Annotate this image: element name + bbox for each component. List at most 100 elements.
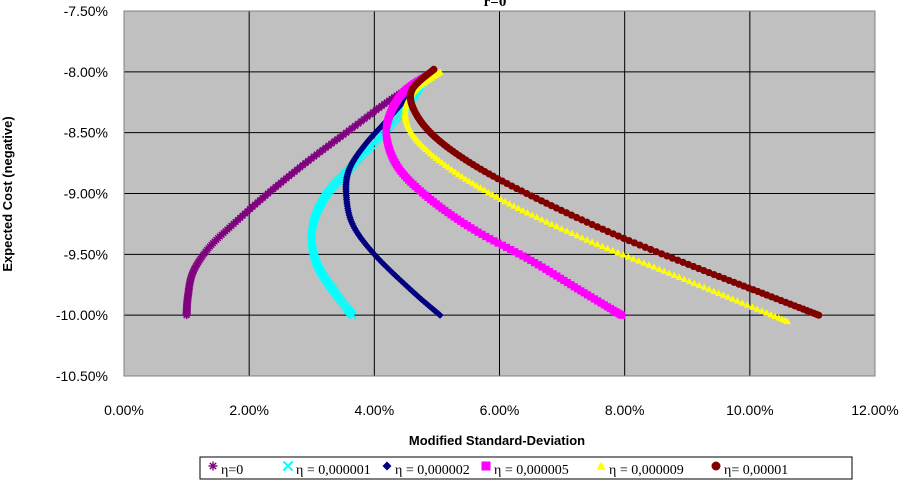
data-point: [680, 275, 688, 283]
data-point: [510, 202, 518, 209]
x-tick-label: 10.00%: [726, 402, 773, 418]
data-point: [538, 215, 546, 223]
series-layer: [182, 65, 823, 325]
legend-label: η = 0,000009: [609, 463, 684, 478]
data-point: [640, 259, 648, 266]
data-point: [762, 309, 771, 316]
data-point: [405, 284, 414, 293]
data-point: [389, 269, 397, 277]
data-point: [484, 188, 492, 196]
data-point: [448, 166, 456, 173]
data-point: [451, 168, 459, 175]
y-axis-ticks: -7.50% -8.00% -8.50% -9.00% -9.50% -10.00% -10…: [56, 3, 108, 384]
data-point: [635, 257, 643, 264]
legend-marker: [711, 461, 721, 471]
data-point: [598, 242, 606, 250]
data-point: [538, 263, 546, 271]
data-point: [641, 243, 649, 251]
data-point: [715, 289, 723, 297]
data-point: [478, 230, 486, 238]
data-point: [573, 231, 581, 239]
data-point: [690, 279, 698, 287]
data-point: [695, 281, 703, 289]
y-tick-label: -10.00%: [56, 307, 108, 323]
legend-marker: [596, 461, 606, 470]
y-tick-label: -9.00%: [64, 186, 108, 202]
data-point: [542, 265, 550, 273]
data-point: [505, 199, 514, 207]
x-tick-label: 2.00%: [229, 402, 269, 418]
y-tick-label: -8.00%: [64, 64, 108, 80]
legend-item: η = 0,000005: [481, 461, 569, 478]
data-point: [362, 241, 371, 249]
legend-item: η= 0,00001: [711, 461, 788, 478]
x-tick-label: 8.00%: [605, 402, 645, 418]
data-point: [593, 240, 601, 247]
data-point: [394, 274, 403, 283]
data-point: [724, 293, 732, 300]
data-point: [670, 271, 678, 278]
data-point: [534, 261, 542, 269]
data-point: [436, 68, 444, 75]
x-tick-label: 12.00%: [851, 402, 898, 418]
data-point: [705, 285, 713, 293]
data-point: [476, 184, 484, 191]
data-point: [583, 236, 591, 243]
data-point: [480, 186, 488, 193]
x-tick-label: 6.00%: [480, 402, 520, 418]
data-point: [609, 246, 617, 254]
data-point: [486, 235, 494, 243]
data-point: [515, 250, 523, 258]
legend-label: η=0: [221, 463, 243, 478]
series-4: [401, 68, 791, 325]
data-point: [624, 253, 632, 260]
data-point: [548, 220, 556, 227]
x-axis-ticks: 0.00% 2.00% 4.00% 6.00% 8.00% 10.00% 12.00%: [104, 402, 899, 418]
data-point: [660, 267, 668, 274]
data-point: [645, 261, 653, 268]
data-point: [422, 299, 430, 307]
data-point: [507, 245, 515, 254]
data-point: [519, 206, 527, 214]
data-point: [370, 250, 378, 258]
data-point: [527, 256, 535, 265]
data-point: [454, 170, 463, 178]
data-point: [729, 295, 737, 302]
legend-item: η=0: [208, 461, 243, 478]
y-tick-label: -10.50%: [56, 368, 108, 384]
legend-marker: [481, 461, 491, 471]
data-point: [502, 243, 511, 251]
data-point: [568, 229, 576, 236]
data-point: [710, 287, 718, 295]
y-axis-title: Expected Cost (negative): [0, 116, 15, 271]
data-point: [588, 238, 596, 245]
data-point: [408, 287, 416, 295]
data-point: [558, 225, 566, 232]
legend-marker: [208, 461, 218, 471]
data-point: [530, 259, 539, 267]
data-point: [514, 204, 522, 211]
data-point: [528, 211, 536, 218]
data-point: [668, 254, 677, 262]
data-point: [758, 307, 766, 314]
data-point: [549, 270, 557, 278]
data-point: [501, 197, 509, 205]
data-point: [458, 172, 466, 180]
y-tick-label: -7.50%: [64, 3, 108, 19]
data-point: [497, 195, 505, 202]
data-point: [441, 161, 449, 168]
data-point: [719, 291, 727, 298]
data-point: [753, 305, 761, 312]
y-tick-label: -8.50%: [64, 125, 108, 141]
data-point: [545, 267, 554, 276]
data-point: [417, 295, 426, 303]
data-point: [403, 282, 411, 290]
legend-marker: [282, 460, 294, 472]
data-point: [492, 193, 501, 200]
data-point: [444, 163, 453, 171]
series-0: [182, 80, 420, 320]
data-point: [614, 248, 622, 256]
legend-box: [199, 456, 853, 480]
data-point: [733, 297, 742, 304]
